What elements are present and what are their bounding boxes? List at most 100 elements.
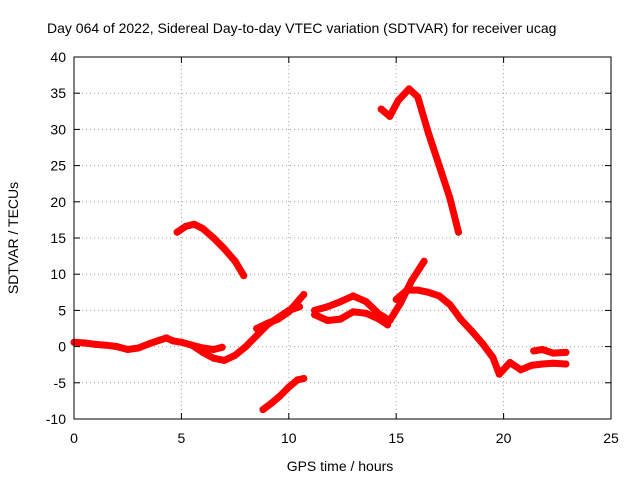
data-point bbox=[169, 337, 177, 345]
series-line bbox=[173, 220, 248, 280]
x-axis-label: GPS time / hours bbox=[287, 458, 394, 474]
data-point bbox=[455, 228, 462, 236]
data-point bbox=[403, 286, 411, 294]
data-point bbox=[210, 354, 218, 362]
data-point bbox=[285, 383, 293, 391]
data-point bbox=[424, 288, 432, 296]
data-point bbox=[324, 303, 331, 311]
data-point bbox=[173, 228, 181, 236]
data-point bbox=[435, 292, 443, 300]
data-point bbox=[562, 348, 570, 356]
data-point bbox=[549, 349, 557, 357]
y-tick-label: 15 bbox=[50, 230, 66, 246]
grid-lines bbox=[74, 57, 611, 419]
data-point bbox=[394, 96, 402, 104]
x-tick-label: 0 bbox=[70, 430, 78, 446]
data-point bbox=[276, 392, 284, 400]
data-point bbox=[231, 257, 239, 265]
data-point bbox=[405, 85, 413, 93]
data-point bbox=[420, 257, 428, 265]
data-point bbox=[240, 272, 248, 280]
y-tick-label: 5 bbox=[58, 302, 66, 318]
y-axis-label: SDTVAR / TECUs bbox=[5, 182, 21, 294]
series-arc-2 bbox=[173, 220, 248, 280]
data-point bbox=[199, 225, 207, 233]
data-point bbox=[210, 346, 218, 353]
y-tick-label: -5 bbox=[54, 375, 67, 391]
x-tick-label: 20 bbox=[496, 430, 512, 446]
series-line bbox=[530, 346, 570, 357]
data-point bbox=[231, 351, 239, 359]
data-point bbox=[253, 332, 261, 340]
data-point bbox=[293, 376, 301, 384]
data-point bbox=[349, 308, 357, 316]
y-tick-label: 40 bbox=[50, 49, 66, 65]
series-arc-7 bbox=[311, 308, 392, 329]
data-point bbox=[384, 321, 392, 329]
data-point bbox=[478, 339, 486, 347]
data-point bbox=[362, 309, 370, 317]
data-point bbox=[349, 292, 357, 300]
data-point bbox=[220, 245, 228, 253]
data-point bbox=[528, 361, 535, 369]
series-arc-5 bbox=[253, 291, 308, 332]
data-point bbox=[407, 277, 415, 285]
data-point bbox=[549, 359, 557, 367]
data-series bbox=[70, 85, 570, 414]
data-point bbox=[188, 341, 196, 349]
data-point bbox=[467, 327, 475, 335]
x-tick-label: 10 bbox=[281, 430, 297, 446]
data-point bbox=[435, 162, 443, 170]
data-point bbox=[263, 319, 271, 327]
y-tick-label: 25 bbox=[50, 158, 66, 174]
series-arc-8 bbox=[377, 85, 462, 236]
data-point bbox=[156, 336, 164, 344]
data-point bbox=[220, 356, 228, 364]
data-point bbox=[538, 360, 546, 368]
data-point bbox=[242, 343, 250, 351]
data-point bbox=[253, 325, 261, 332]
data-point bbox=[300, 291, 308, 298]
data-point bbox=[392, 296, 400, 303]
data-point bbox=[134, 344, 142, 352]
data-point bbox=[517, 366, 525, 374]
data-point bbox=[274, 315, 282, 323]
data-point bbox=[311, 311, 319, 319]
data-point bbox=[199, 348, 207, 356]
data-point bbox=[495, 370, 503, 378]
data-point bbox=[336, 298, 344, 306]
data-point bbox=[81, 339, 89, 347]
data-point bbox=[386, 112, 394, 120]
data-point bbox=[190, 220, 198, 228]
data-point bbox=[446, 194, 454, 202]
data-point bbox=[336, 315, 344, 323]
data-point bbox=[414, 286, 422, 294]
y-tick-label: 35 bbox=[50, 85, 66, 101]
data-point bbox=[92, 340, 99, 348]
series-arc-10 bbox=[495, 359, 570, 378]
series-arc-9 bbox=[392, 286, 503, 378]
data-point bbox=[538, 346, 546, 353]
y-tick-label: 10 bbox=[50, 266, 66, 282]
data-point bbox=[259, 406, 267, 414]
data-point bbox=[562, 360, 570, 368]
y-tick-label: 30 bbox=[50, 121, 66, 137]
y-tick-marks: -10 -5 0 5 10 15 20 25 30 35 40 bbox=[46, 49, 611, 427]
y-tick-label: -10 bbox=[46, 411, 66, 427]
data-point bbox=[377, 105, 385, 113]
data-point bbox=[285, 308, 293, 316]
data-point bbox=[530, 347, 538, 355]
y-tick-label: 20 bbox=[50, 194, 66, 210]
data-point bbox=[457, 315, 465, 323]
data-point bbox=[145, 340, 153, 348]
series-line bbox=[377, 85, 462, 236]
data-point bbox=[218, 343, 226, 351]
data-point bbox=[113, 343, 121, 351]
data-point bbox=[296, 296, 303, 303]
x-tick-label: 25 bbox=[603, 430, 619, 446]
y-tick-label: 0 bbox=[58, 339, 66, 355]
data-point bbox=[182, 222, 190, 230]
data-point bbox=[506, 359, 514, 366]
data-point bbox=[375, 315, 383, 323]
